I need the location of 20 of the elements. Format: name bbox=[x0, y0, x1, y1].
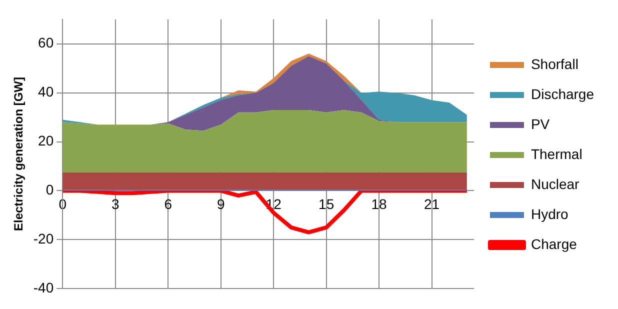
legend-label: Shorfall bbox=[530, 56, 578, 72]
legend-label: Discharge bbox=[530, 86, 594, 102]
x-tick-label: 6 bbox=[164, 196, 172, 212]
legend-label: PV bbox=[530, 116, 550, 132]
x-tick-label: 3 bbox=[111, 196, 120, 212]
y-tick-label: 40 bbox=[38, 84, 54, 100]
legend-label: Charge bbox=[530, 236, 578, 252]
legend-label: Thermal bbox=[530, 146, 582, 162]
y-tick-label: -20 bbox=[33, 230, 54, 247]
x-tick-label: 9 bbox=[216, 196, 225, 212]
y-axis-title: Electricity generation [GW] bbox=[12, 76, 26, 232]
y-tick-label: 60 bbox=[38, 34, 54, 51]
y-tick-label: 20 bbox=[38, 132, 54, 149]
legend-label: Hydro bbox=[530, 206, 569, 222]
legend-label: Nuclear bbox=[530, 176, 580, 192]
y-tick-label: -40 bbox=[33, 279, 54, 296]
x-tick-label: 18 bbox=[371, 196, 388, 212]
y-tick-label: 0 bbox=[46, 182, 54, 198]
x-tick-label: 15 bbox=[318, 196, 334, 212]
x-tick-label: 21 bbox=[424, 196, 440, 212]
